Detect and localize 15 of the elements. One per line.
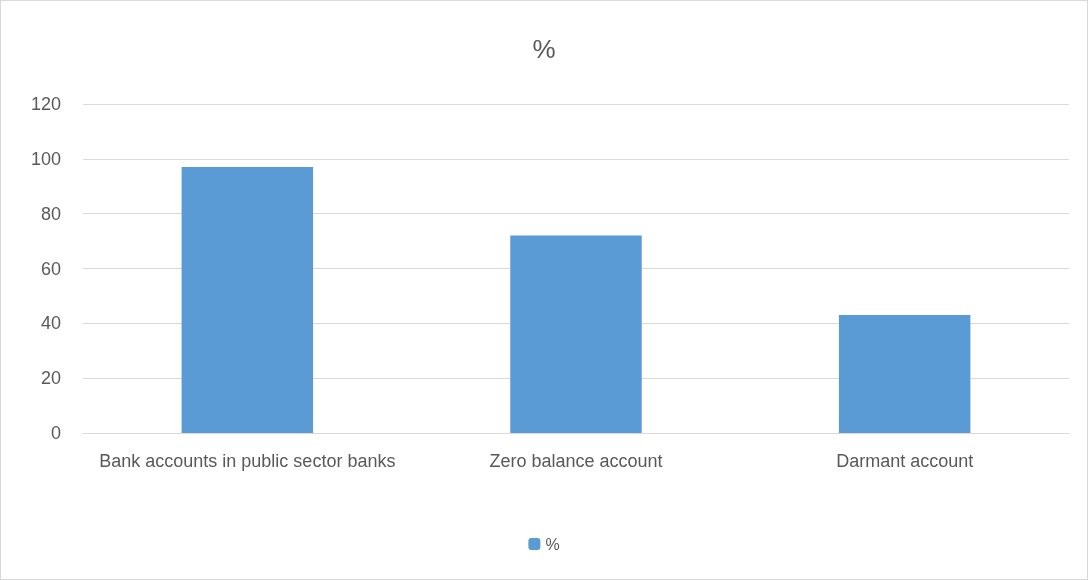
y-tick-label: 40 [40, 313, 61, 334]
x-tick-label: Darmant account [836, 451, 974, 471]
y-tick-label: 60 [40, 258, 61, 279]
bar [181, 167, 314, 433]
y-tick-label: 20 [40, 368, 61, 389]
bar [838, 315, 971, 433]
legend-label: % [545, 535, 560, 553]
y-tick-label: 100 [30, 148, 61, 169]
y-tick-label: 0 [50, 423, 61, 443]
x-tick-label: Zero balance account [489, 451, 663, 471]
chart-title: % [532, 34, 556, 64]
x-tick-label: Bank accounts in public sector banks [99, 451, 396, 471]
y-tick-label: 120 [30, 94, 61, 114]
bar [510, 235, 642, 433]
y-tick-label: 80 [40, 203, 61, 224]
